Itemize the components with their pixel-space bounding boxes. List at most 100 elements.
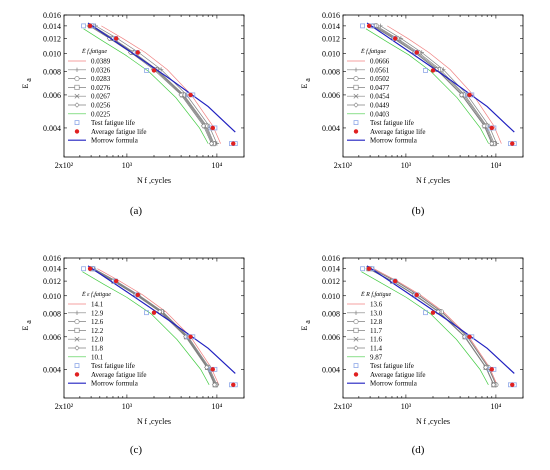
- y-tick-label: 0.010: [43, 292, 61, 301]
- y-tick-label: 0.006: [43, 91, 61, 100]
- legend-entry: 0.0256: [91, 102, 111, 110]
- x-tick-label: 10³: [122, 402, 133, 411]
- average-point: [135, 50, 140, 55]
- y-tick-label: 0.008: [43, 310, 61, 319]
- average-point: [430, 310, 436, 315]
- x-tick-label: 2x10²: [55, 161, 74, 170]
- y-tick-label: 0.004: [43, 124, 61, 133]
- series-point: [208, 140, 215, 147]
- y-tick-label: 0.006: [322, 91, 340, 100]
- average-point: [414, 292, 419, 298]
- average-point: [151, 68, 157, 73]
- legend-entry: 0.0454: [370, 93, 390, 101]
- series-point: [490, 382, 497, 388]
- test-point: [360, 23, 365, 29]
- legend-entry: 9.87: [370, 353, 383, 361]
- panel-a: 0.016 0.014 0.012 0.010 0.008 0.006 0.004 2x10²…: [21, 11, 245, 217]
- series-point: [211, 382, 218, 388]
- average-point: [231, 382, 236, 388]
- average-point: [210, 125, 215, 131]
- x-axis-label: N f ,cycles: [416, 417, 450, 426]
- legend-entry: 12.2: [91, 327, 104, 335]
- legend-entry: 12.6: [91, 318, 104, 326]
- y-tick-label: 0.006: [322, 333, 340, 342]
- legend-marker: [74, 67, 80, 72]
- y-axis-label: E: [300, 83, 309, 88]
- legend-entry: Morrow formula: [91, 380, 139, 388]
- average-point: [366, 23, 372, 29]
- average-point: [467, 92, 472, 98]
- average-point: [366, 266, 372, 271]
- average-point: [510, 382, 515, 388]
- series-point: [106, 35, 113, 42]
- x-tick-label: 10⁴: [491, 402, 502, 411]
- x-tick-label: 10⁴: [212, 402, 223, 411]
- test-point: [360, 266, 365, 272]
- test-point: [423, 68, 428, 73]
- legend-marker: [353, 67, 359, 72]
- morrow-line: [87, 265, 236, 374]
- y-tick-label: 0.008: [322, 67, 340, 76]
- y-tick-label: 0.008: [43, 67, 61, 76]
- panel-label: (c): [130, 444, 143, 456]
- series-point: [461, 334, 468, 340]
- series-point: [481, 123, 487, 129]
- test-point: [144, 310, 149, 316]
- legend-marker: [74, 76, 80, 82]
- test-point: [144, 68, 149, 73]
- legend-entry: 0.0267: [91, 93, 111, 101]
- y-axis-label: E: [300, 325, 309, 330]
- legend-marker: [74, 93, 80, 99]
- x-tick-label: 2x10²: [55, 402, 74, 411]
- legend-entry: Test fatigue life: [91, 119, 135, 127]
- series-point: [483, 364, 489, 370]
- average-point: [188, 334, 193, 339]
- legend-entry: 14.1: [91, 301, 104, 309]
- legend-marker: [353, 310, 359, 315]
- legend-entry: 0.0276: [91, 84, 111, 92]
- y-tick-label: 0.004: [43, 365, 61, 374]
- legend-marker: [353, 345, 359, 351]
- series-point: [489, 140, 495, 147]
- average-point: [135, 292, 140, 298]
- legend-entry: 13.6: [370, 301, 383, 309]
- x-tick-label: 10³: [401, 402, 412, 411]
- average-point: [510, 141, 515, 146]
- morrow-line: [366, 265, 515, 374]
- y-axis-label: E: [21, 83, 30, 88]
- panel-b: 0.016 0.014 0.012 0.010 0.008 0.006 0.004 2x10²…: [300, 11, 524, 217]
- legend-entry: 0.0561: [370, 66, 390, 74]
- y-tick-label: 0.012: [43, 277, 61, 286]
- legend-marker: [74, 129, 80, 134]
- y-tick-label: 0.016: [43, 254, 61, 263]
- panel-label: (d): [412, 444, 425, 456]
- legend-marker: [74, 102, 80, 108]
- y-axis-label-sub: a: [303, 320, 312, 324]
- series-line: [365, 28, 489, 144]
- series-line: [361, 271, 489, 385]
- legend-marker: [74, 327, 80, 333]
- legend-entry: 11.7: [370, 327, 382, 335]
- x-axis-label: N f ,cycles: [416, 176, 450, 185]
- average-point: [414, 50, 419, 55]
- legend-entry: 0.0666: [370, 58, 390, 66]
- legend-entry: 0.0389: [91, 58, 111, 66]
- legend-entry: Average fatigue life: [370, 128, 425, 136]
- legend-marker: [353, 372, 359, 377]
- legend-marker: [353, 336, 359, 342]
- y-tick-label: 0.012: [43, 34, 61, 43]
- legend-marker: [74, 84, 80, 90]
- average-point: [467, 334, 472, 339]
- y-tick-label: 0.014: [43, 265, 61, 274]
- legend-marker: [353, 120, 359, 125]
- legend-entry: 0.0502: [370, 75, 390, 83]
- x-tick-label: 2x10²: [334, 402, 353, 411]
- series-point: [183, 334, 189, 340]
- test-point: [81, 23, 86, 29]
- legend-entry: 12.0: [91, 336, 104, 344]
- y-tick-label: 0.012: [322, 34, 340, 43]
- legend-marker: [74, 310, 80, 315]
- y-tick-label: 0.004: [322, 124, 340, 133]
- test-point: [81, 266, 86, 272]
